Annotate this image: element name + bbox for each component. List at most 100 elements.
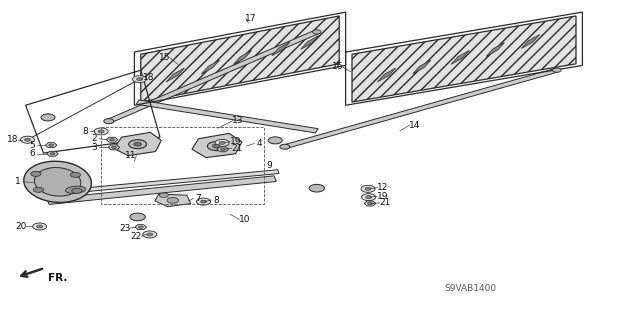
Polygon shape [451, 50, 469, 64]
Text: 13: 13 [232, 116, 244, 125]
Text: 12: 12 [377, 183, 388, 192]
Text: 18: 18 [143, 73, 154, 82]
Circle shape [70, 172, 81, 177]
Text: 11: 11 [125, 151, 137, 160]
Text: 19: 19 [230, 137, 241, 146]
Polygon shape [486, 42, 504, 56]
Text: 5: 5 [29, 141, 35, 150]
Circle shape [200, 200, 207, 203]
Text: 16: 16 [332, 63, 343, 71]
Circle shape [365, 196, 372, 199]
Circle shape [362, 194, 376, 201]
Circle shape [24, 138, 31, 141]
Text: 23: 23 [119, 224, 131, 233]
Polygon shape [155, 194, 191, 207]
Circle shape [207, 142, 225, 151]
Circle shape [365, 187, 371, 190]
Circle shape [129, 140, 147, 149]
Text: 19: 19 [377, 192, 388, 201]
Circle shape [33, 223, 47, 230]
Polygon shape [272, 42, 290, 56]
Ellipse shape [65, 186, 86, 193]
Ellipse shape [35, 167, 81, 196]
Polygon shape [234, 50, 252, 64]
Text: 9: 9 [266, 161, 271, 170]
Text: 6: 6 [29, 149, 35, 158]
Text: 22: 22 [131, 232, 142, 241]
Circle shape [215, 139, 229, 146]
Circle shape [20, 136, 35, 143]
Circle shape [167, 197, 179, 203]
Circle shape [72, 188, 82, 193]
Text: 17: 17 [245, 14, 257, 23]
Polygon shape [166, 68, 184, 82]
Text: 18: 18 [7, 135, 19, 144]
Polygon shape [192, 133, 242, 158]
Circle shape [367, 202, 372, 205]
Circle shape [136, 78, 143, 81]
Polygon shape [352, 16, 576, 102]
Circle shape [361, 185, 375, 192]
Polygon shape [106, 30, 319, 123]
Circle shape [36, 225, 43, 228]
Polygon shape [135, 225, 147, 230]
Circle shape [41, 114, 55, 121]
Polygon shape [202, 60, 220, 74]
Circle shape [98, 130, 104, 133]
Polygon shape [136, 100, 318, 133]
Circle shape [49, 144, 54, 146]
Polygon shape [45, 143, 57, 148]
Polygon shape [47, 151, 58, 156]
Text: 3: 3 [92, 143, 97, 152]
Polygon shape [114, 132, 161, 156]
Text: FR.: FR. [48, 272, 67, 283]
Circle shape [219, 141, 225, 145]
Polygon shape [283, 69, 559, 148]
Circle shape [104, 119, 114, 124]
Polygon shape [522, 34, 540, 48]
Circle shape [280, 144, 290, 149]
Text: 7: 7 [196, 194, 201, 203]
Circle shape [138, 226, 143, 228]
Circle shape [268, 137, 282, 144]
Text: 2: 2 [92, 134, 97, 143]
Circle shape [94, 128, 108, 135]
Circle shape [159, 193, 168, 197]
Circle shape [132, 76, 147, 83]
Circle shape [130, 213, 145, 221]
Ellipse shape [24, 161, 92, 203]
Circle shape [552, 68, 561, 72]
Circle shape [309, 184, 324, 192]
Polygon shape [301, 35, 319, 49]
Circle shape [212, 144, 220, 148]
Polygon shape [108, 145, 120, 150]
Text: 14: 14 [409, 121, 420, 130]
Polygon shape [413, 60, 431, 74]
Circle shape [143, 231, 157, 238]
Circle shape [196, 198, 211, 205]
Polygon shape [141, 16, 339, 102]
Polygon shape [51, 170, 279, 195]
Text: 21: 21 [380, 198, 391, 207]
Circle shape [312, 30, 321, 34]
Circle shape [147, 233, 153, 236]
Text: 10: 10 [239, 215, 250, 224]
Circle shape [220, 148, 225, 151]
Circle shape [109, 138, 115, 141]
Polygon shape [364, 201, 376, 206]
Polygon shape [106, 137, 118, 142]
Circle shape [111, 146, 116, 149]
Polygon shape [217, 147, 228, 152]
Text: 8: 8 [214, 196, 219, 204]
Text: 21: 21 [231, 144, 243, 153]
Text: S9VAB1400: S9VAB1400 [444, 284, 497, 293]
Text: 4: 4 [257, 139, 262, 148]
Circle shape [31, 171, 41, 176]
Text: 1: 1 [15, 177, 20, 186]
Circle shape [50, 152, 55, 155]
Polygon shape [47, 176, 276, 204]
Text: 15: 15 [159, 53, 170, 62]
Circle shape [33, 187, 44, 192]
Polygon shape [378, 68, 396, 82]
Text: 20: 20 [15, 222, 27, 231]
